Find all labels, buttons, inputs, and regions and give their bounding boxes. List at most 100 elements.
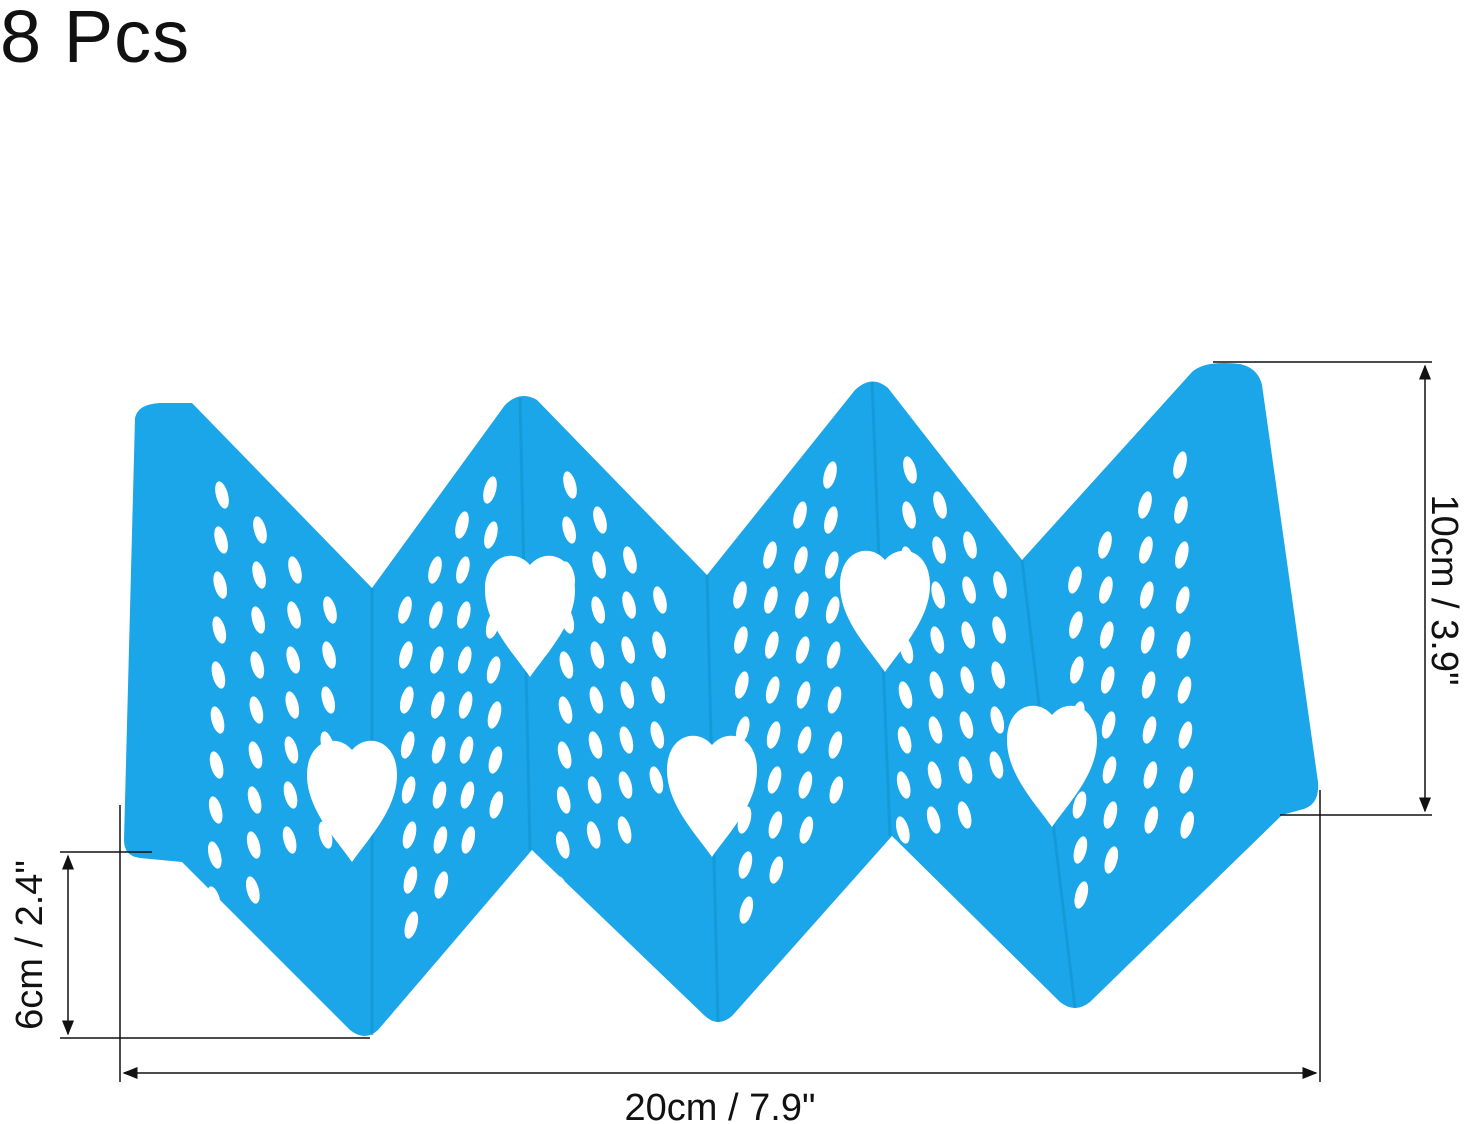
vent-hole (282, 826, 297, 854)
vent-hole (794, 591, 809, 619)
vent-hole (210, 706, 225, 734)
vent-hole (456, 601, 471, 629)
vent-hole (738, 851, 753, 879)
vent-hole (766, 721, 781, 749)
vent-hole (618, 771, 633, 799)
vent-hole (958, 756, 973, 784)
vent-hole (794, 546, 808, 574)
vent-hole (898, 681, 913, 709)
vent-hole (591, 596, 606, 624)
vent-hole (399, 686, 414, 714)
vent-hole (993, 571, 1007, 599)
vent-hole (483, 476, 497, 504)
vent-hole (207, 886, 221, 914)
vent-hole (563, 471, 577, 499)
vent-hole (930, 626, 945, 654)
height-dimension-label: 10cm / 3.9" (1423, 495, 1465, 686)
vent-hole (652, 631, 666, 659)
vent-hole (245, 876, 260, 904)
vent-hole (1139, 581, 1154, 609)
vent-hole (989, 751, 1004, 779)
vent-hole (285, 691, 300, 719)
vent-hole (649, 766, 664, 794)
vent-hole (209, 751, 224, 779)
heart-cutout (840, 550, 930, 672)
vent-hole (433, 826, 448, 854)
vent-hole (399, 641, 413, 669)
vent-hole (402, 821, 417, 849)
vent-hole (214, 526, 228, 554)
vent-hole (398, 596, 412, 624)
vent-hole (763, 541, 777, 569)
vent-hole (284, 736, 299, 764)
vent-hole (829, 776, 844, 804)
vent-hole (650, 721, 665, 749)
vent-hole (429, 646, 444, 674)
vent-hole (826, 641, 841, 669)
vent-hole (651, 676, 666, 704)
vent-hole (252, 561, 266, 589)
vent-hole (824, 551, 839, 579)
vent-hole (461, 826, 476, 854)
vent-hole (895, 861, 909, 889)
vent-hole (768, 811, 783, 839)
heart-cutout (307, 740, 397, 862)
vent-hole (428, 556, 442, 584)
vent-hole (213, 571, 228, 599)
vent-hole (825, 596, 840, 624)
vent-hole (1074, 881, 1089, 909)
vent-hole (1176, 631, 1191, 659)
vent-hole (735, 716, 750, 744)
vent-hole (653, 586, 667, 614)
vent-hole (286, 646, 301, 674)
vent-hole (484, 521, 498, 549)
vent-hole (556, 786, 571, 814)
vent-hole (1174, 496, 1188, 524)
vent-hole (961, 621, 976, 649)
vent-hole (1099, 576, 1113, 604)
vent-hole (288, 556, 302, 584)
vent-hole (931, 581, 946, 609)
vent-hole (992, 616, 1006, 644)
vent-hole (211, 661, 226, 689)
vent-hole (400, 731, 415, 759)
heart-cutout (667, 735, 757, 857)
vent-hole (1102, 756, 1117, 784)
vent-hole (458, 691, 473, 719)
vent-hole (902, 501, 916, 529)
vent-hole (248, 741, 263, 769)
vent-hole (555, 831, 570, 859)
vent-hole (212, 616, 227, 644)
vent-hole (1073, 836, 1088, 864)
vent-hole (928, 716, 943, 744)
vent-hole (1069, 656, 1084, 684)
vent-hole (1177, 676, 1192, 704)
vent-hole (283, 781, 298, 809)
vent-hole (1104, 846, 1119, 874)
vent-hole (828, 731, 843, 759)
vent-hole (795, 636, 810, 664)
vent-hole (932, 536, 946, 564)
vent-hole (1072, 791, 1087, 819)
vent-hole (1103, 801, 1118, 829)
vent-hole (247, 786, 262, 814)
vent-hole (1068, 566, 1082, 594)
vent-hole (991, 661, 1006, 689)
vent-hole (896, 771, 911, 799)
taco-holder-rack-icon (124, 363, 1319, 1036)
vent-hole (456, 556, 470, 584)
vent-hole (1180, 811, 1195, 839)
vent-hole (321, 686, 336, 714)
vent-hole (486, 656, 501, 684)
vent-hole (769, 856, 784, 884)
vent-hole (933, 491, 947, 519)
vent-hole (1100, 666, 1115, 694)
vent-hole (622, 591, 636, 619)
vent-hole (957, 801, 972, 829)
vent-hole (487, 701, 502, 729)
vent-hole (798, 771, 813, 799)
vent-hole (621, 636, 636, 664)
depth-dimension-label: 6cm / 2.4" (9, 860, 51, 1030)
vent-hole (764, 631, 779, 659)
vent-hole (590, 641, 605, 669)
